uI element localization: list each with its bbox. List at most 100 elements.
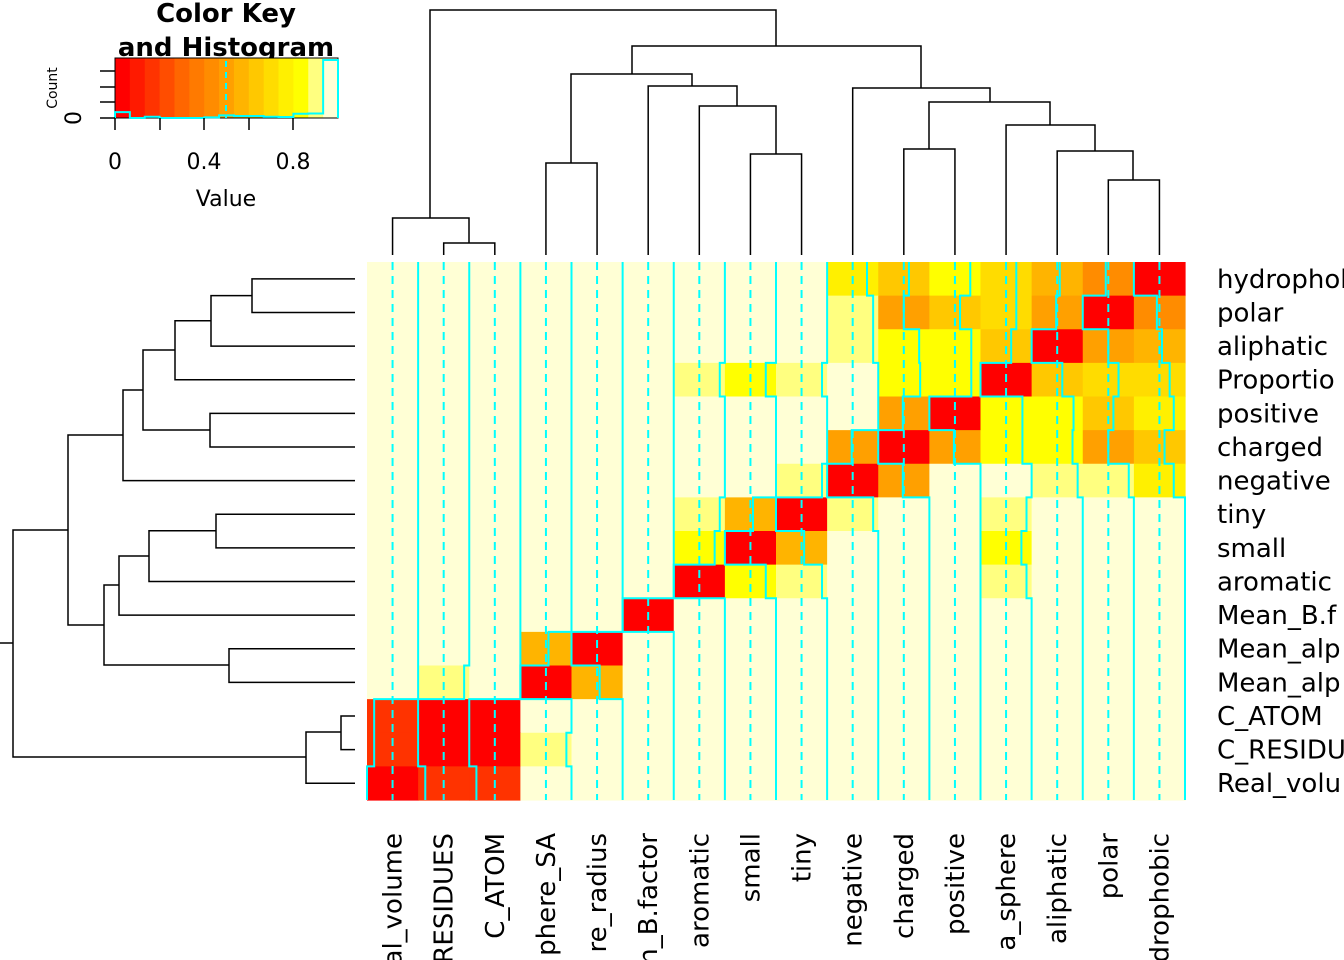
heatmap-cell — [673, 732, 726, 767]
heatmap-cell — [520, 732, 573, 767]
heatmap-cell — [1133, 732, 1186, 767]
column-label: negative — [839, 833, 869, 947]
key-bin — [204, 58, 220, 118]
key-y-label: Count — [45, 67, 61, 109]
heatmap-cell — [673, 564, 726, 599]
heatmap-cell — [827, 732, 879, 767]
dendrogram-link — [647, 85, 738, 255]
dendrogram-link — [142, 349, 210, 431]
heatmap-cell — [1082, 564, 1135, 599]
column-trace — [928, 262, 982, 800]
heatmap-cell — [469, 732, 521, 767]
key-bin — [248, 58, 265, 118]
column-labels: Real_volume C_RESIDUES C_ATOM phere_SA re_ra… — [379, 833, 1176, 960]
heatmap-cell — [520, 564, 573, 599]
dendrogram-link — [209, 412, 355, 448]
column-trace — [723, 262, 777, 800]
column-label: a_sphere — [992, 833, 1022, 951]
heatmap-cell — [418, 732, 470, 767]
column-trace — [672, 262, 726, 800]
dendrogram-link — [903, 148, 956, 255]
column-label: C_ATOM — [481, 833, 511, 939]
heatmap-cell — [724, 396, 777, 431]
column-label: n_B.factor — [634, 833, 664, 960]
dendrogram-link — [442, 242, 496, 255]
key-x-tick: 0.8 — [276, 150, 311, 175]
key-bin — [263, 58, 280, 118]
column-dendrogram — [391, 9, 1161, 255]
heatmap-cell — [776, 732, 828, 767]
key-bin — [293, 58, 309, 118]
heatmap-cell — [673, 396, 726, 431]
dendrogram-link — [122, 389, 355, 482]
column-trace — [366, 262, 420, 800]
dendrogram-link — [391, 217, 470, 255]
dendrogram-link — [545, 162, 598, 255]
heatmap-cell — [622, 732, 675, 767]
heatmap-cell — [622, 396, 675, 431]
heatmap-cell — [1031, 396, 1084, 431]
key-x-tick: 0 — [108, 150, 122, 175]
row-label: Mean_alp — [1217, 668, 1341, 698]
column-label: drophobic — [1145, 833, 1175, 960]
key-color-bins — [115, 58, 339, 118]
heatmap-cell — [827, 564, 879, 599]
column-trace — [417, 262, 471, 800]
heatmap-cell — [776, 564, 828, 599]
heatmap-cell — [1082, 732, 1135, 767]
column-label: C_RESIDUES — [430, 833, 460, 960]
dendrogram-link — [749, 153, 803, 255]
column-trace — [1132, 262, 1186, 800]
heatmap-cell — [520, 396, 573, 431]
heatmap-cell — [980, 732, 1033, 767]
dendrogram-link — [12, 529, 306, 758]
heatmap-cell — [469, 396, 521, 431]
key-bin — [115, 58, 131, 118]
heatmap-cell — [776, 396, 828, 431]
row-label: hydrophobic — [1217, 265, 1344, 295]
column-label: small — [736, 833, 766, 902]
key-histogram — [114, 59, 339, 119]
column-label: charged — [890, 833, 920, 939]
heatmap-cell — [980, 564, 1033, 599]
dendrogram-link — [340, 715, 355, 751]
row-label: Proportio — [1217, 366, 1335, 396]
dendrogram-link — [215, 513, 355, 549]
column-label: Real_volume — [379, 833, 409, 960]
heatmap-cell — [929, 564, 982, 599]
row-label: C_RESIDU — [1217, 736, 1344, 766]
dendrogram-link — [174, 320, 355, 381]
heatmap-cell — [571, 564, 624, 599]
key-bin — [308, 58, 324, 118]
key-bin — [189, 58, 205, 118]
column-label: phere_SA — [532, 833, 562, 956]
column-trace — [570, 262, 624, 800]
dendrogram-link — [118, 555, 355, 616]
heatmap-cell — [724, 564, 777, 599]
color-key: Color Key and Histogram Count 0 0 0.4 0.… — [45, 0, 339, 212]
key-bin — [278, 58, 294, 118]
row-label: negative — [1217, 467, 1331, 497]
column-trace — [519, 262, 573, 800]
dendrogram-link — [148, 530, 355, 583]
column-label: aromatic — [685, 833, 715, 948]
heatmap-cell — [878, 732, 930, 767]
column-trace — [1081, 262, 1135, 800]
column-traces — [366, 262, 1186, 800]
heatmap-cell — [724, 732, 777, 767]
dendrogram-link — [228, 647, 355, 684]
row-labels: hydrophobicpolar aliphatic Proportiopositi… — [1217, 265, 1344, 799]
column-label: positive — [941, 833, 971, 935]
row-label: C_ATOM — [1217, 702, 1323, 732]
heatmap-cell — [1133, 564, 1186, 599]
dendrogram-link — [631, 45, 922, 88]
key-bin — [174, 58, 190, 118]
key-x-tick: 0.4 — [187, 150, 222, 175]
heatmap-cell — [469, 564, 521, 599]
key-bin — [129, 58, 146, 118]
key-bin — [233, 58, 250, 118]
dendrogram-link — [1056, 150, 1134, 255]
heatmap-cell — [418, 396, 470, 431]
heatmap-cell — [929, 732, 982, 767]
dendrogram-link — [210, 294, 355, 347]
